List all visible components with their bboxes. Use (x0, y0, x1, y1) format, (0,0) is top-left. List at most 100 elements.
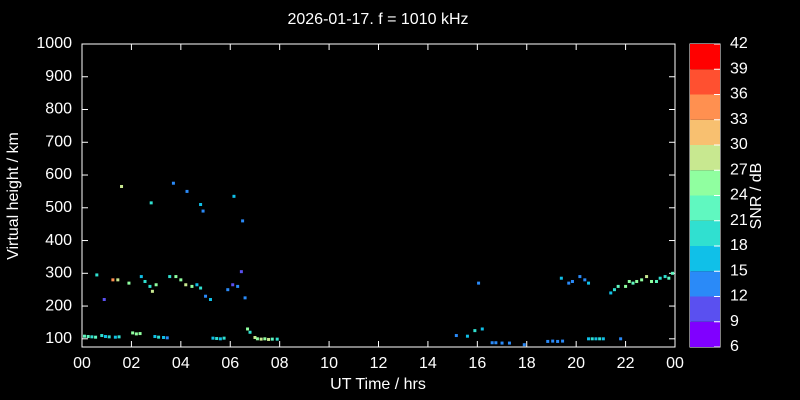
x-tick-label: 00 (73, 355, 91, 372)
colorbar-bin (690, 145, 720, 171)
x-tick-label: 20 (567, 355, 585, 372)
data-point (134, 332, 138, 336)
data-point (239, 270, 243, 274)
data-point (477, 281, 481, 285)
x-tick-label: 18 (518, 355, 536, 372)
colorbar-tick-label: 27 (730, 161, 748, 178)
data-point (583, 278, 587, 282)
colorbar-label: SNR / dB (748, 163, 765, 230)
data-point (570, 279, 574, 283)
colorbar-bin (690, 195, 720, 221)
data-point (153, 335, 157, 339)
data-point (658, 276, 662, 280)
data-point (95, 273, 99, 277)
x-tick-label: 06 (221, 355, 239, 372)
data-point (195, 283, 199, 287)
data-point (490, 341, 494, 345)
data-point (645, 275, 649, 279)
data-point (598, 337, 602, 341)
data-point (500, 341, 504, 345)
colorbar-tick-label: 12 (730, 288, 748, 305)
data-point (113, 335, 117, 339)
data-point (148, 284, 152, 288)
colorbar-tick-label: 21 (730, 212, 748, 229)
y-tick-label: 1000 (36, 35, 72, 52)
colorbar-bin (690, 246, 720, 272)
y-tick-label: 100 (45, 330, 72, 347)
data-point (259, 337, 263, 341)
colorbar-bin (690, 44, 720, 70)
data-point (116, 278, 120, 282)
data-point (587, 337, 591, 341)
data-point (199, 286, 203, 290)
data-point (139, 275, 143, 279)
data-point (174, 275, 178, 279)
data-point (454, 334, 458, 338)
x-axis-label: UT Time / hrs (330, 376, 426, 393)
colorbar-bin (690, 321, 720, 347)
data-point (82, 334, 86, 338)
data-point (601, 337, 605, 341)
colorbar-bin (690, 170, 720, 196)
data-point (232, 194, 236, 198)
data-point (635, 279, 639, 283)
data-point (171, 181, 175, 185)
data-point (185, 189, 189, 193)
x-tick-label: 10 (320, 355, 338, 372)
data-point (627, 279, 631, 283)
data-point (201, 209, 205, 213)
data-point (162, 336, 166, 340)
data-point (138, 332, 142, 336)
x-tick-label: 16 (468, 355, 486, 372)
y-axis-label: Virtual height / km (5, 132, 22, 260)
data-point (231, 283, 235, 287)
x-tick-label: 08 (271, 355, 289, 372)
colorbar-tick-label: 18 (730, 237, 748, 254)
y-tick-label: 900 (45, 68, 72, 85)
data-point (226, 288, 230, 292)
data-point (86, 335, 90, 339)
data-point (248, 330, 252, 334)
colorbar-bin (690, 69, 720, 95)
data-point (473, 329, 477, 333)
colorbar-bin (690, 119, 720, 145)
colorbar-tick-label: 33 (730, 111, 748, 128)
colorbar-tick-label: 42 (730, 35, 748, 52)
data-point (103, 335, 107, 339)
y-tick-label: 400 (45, 232, 72, 249)
data-point (184, 283, 188, 287)
data-point (267, 337, 271, 341)
data-point (270, 337, 274, 341)
colorbar-bin (690, 220, 720, 246)
data-point (640, 278, 644, 282)
y-tick-label: 200 (45, 297, 72, 314)
data-point (567, 281, 571, 285)
colorbar-tick-label: 6 (730, 338, 739, 355)
y-tick-label: 700 (45, 133, 72, 150)
data-point (204, 294, 208, 298)
data-point (127, 281, 131, 285)
colorbar-tick-label: 39 (730, 60, 748, 77)
colorbar-tick-label: 24 (730, 187, 748, 204)
plot-frame (81, 43, 676, 348)
data-point (222, 336, 226, 340)
data-point (546, 339, 550, 343)
data-point (616, 284, 620, 288)
data-point (253, 336, 257, 340)
data-point (494, 341, 498, 345)
data-point (590, 337, 594, 341)
data-point (111, 278, 115, 282)
data-point (671, 271, 675, 275)
data-point (650, 279, 654, 283)
data-point (165, 336, 169, 340)
data-point (465, 334, 469, 338)
data-point (208, 298, 212, 302)
data-point (255, 337, 259, 341)
data-point (102, 298, 106, 302)
data-point (663, 275, 667, 279)
data-point (587, 281, 591, 285)
data-point (507, 341, 511, 345)
x-tick-label: 00 (666, 355, 684, 372)
x-tick-label: 12 (370, 355, 388, 372)
